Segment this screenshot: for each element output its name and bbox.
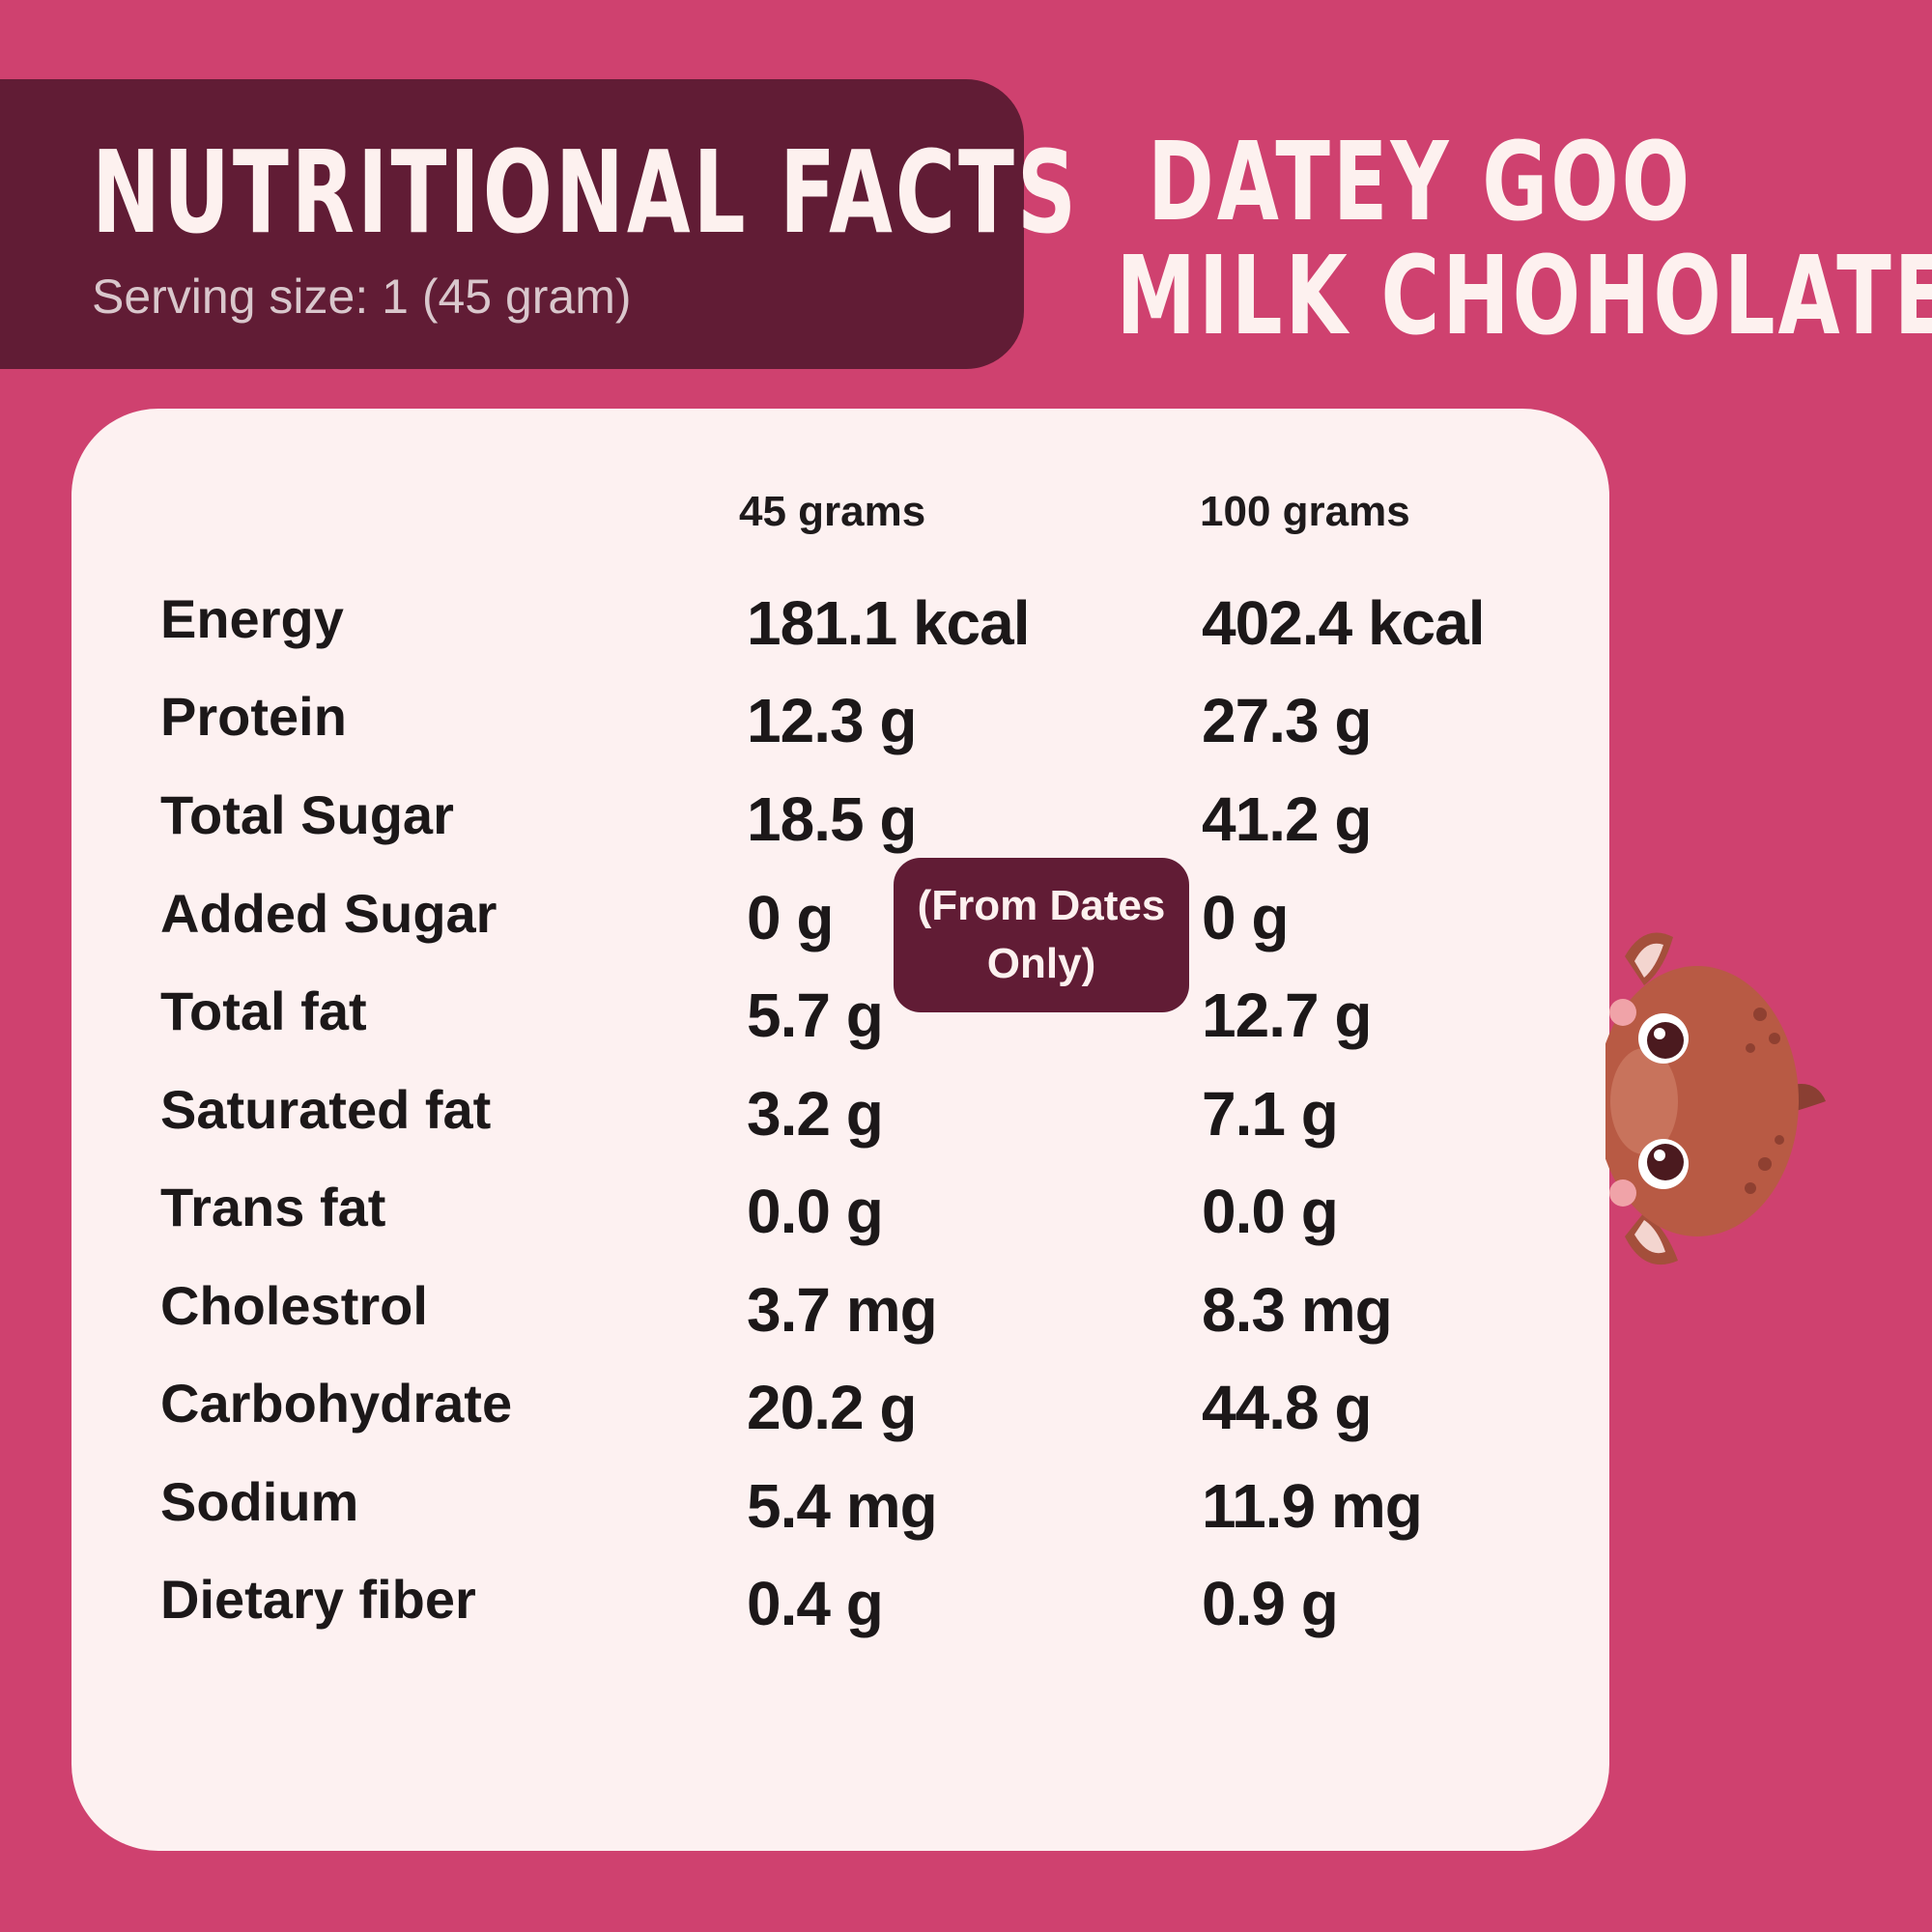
badge-line1: (From Dates — [917, 882, 1166, 929]
value-45g: 20.2 g — [747, 1373, 917, 1442]
nutrition-card — [71, 409, 1609, 1851]
header-panel — [0, 79, 1024, 369]
value-100g: 41.2 g — [1202, 784, 1372, 854]
value-45g: 5.4 mg — [747, 1471, 938, 1541]
value-100g: 7.1 g — [1202, 1079, 1339, 1149]
value-100g: 27.3 g — [1202, 686, 1372, 755]
column-header-100g: 100 grams — [1200, 488, 1410, 535]
product-name: DATEY GOO MILK CHOHOLATE — [1009, 120, 1932, 359]
table-row: Protein 12.3 g 27.3 g — [0, 685, 1546, 762]
badge-line2: Only) — [986, 940, 1096, 987]
value-45g: 12.3 g — [747, 686, 917, 755]
table-row: Added Sugar 0 g 0 g — [0, 882, 1546, 959]
nutrient-label: Sodium — [160, 1471, 359, 1532]
nutrient-label: Added Sugar — [160, 883, 497, 944]
value-100g: 8.3 mg — [1202, 1275, 1393, 1345]
value-45g: 0.0 g — [747, 1177, 884, 1246]
value-45g: 0 g — [747, 883, 834, 952]
table-row: Trans fat 0.0 g 0.0 g — [0, 1176, 1546, 1253]
value-45g: 5.7 g — [747, 980, 884, 1050]
value-100g: 11.9 mg — [1202, 1471, 1423, 1541]
nutrient-label: Protein — [160, 686, 347, 747]
value-100g: 0.9 g — [1202, 1569, 1339, 1638]
table-row: Saturated fat 3.2 g 7.1 g — [0, 1078, 1546, 1155]
value-45g: 18.5 g — [747, 784, 917, 854]
value-100g: 0.0 g — [1202, 1177, 1339, 1246]
nutrient-label: Total Sugar — [160, 784, 454, 845]
cartoon-calf-mascot-icon — [1605, 932, 1826, 1265]
serving-size: Serving size: 1 (45 gram) — [92, 270, 632, 324]
nutrient-label: Total fat — [160, 980, 367, 1041]
table-row: Dietary fiber 0.4 g 0.9 g — [0, 1568, 1546, 1645]
value-100g: 12.7 g — [1202, 980, 1372, 1050]
table-row: Cholestrol 3.7 mg 8.3 mg — [0, 1274, 1546, 1351]
nutrient-label: Cholestrol — [160, 1275, 428, 1336]
value-45g: 3.7 mg — [747, 1275, 938, 1345]
product-name-line1: DATEY GOO — [1147, 120, 1693, 245]
table-row: Total Sugar 18.5 g 41.2 g — [0, 783, 1546, 861]
table-row: Energy 181.1 kcal 402.4 kcal — [0, 587, 1546, 665]
value-45g: 3.2 g — [747, 1079, 884, 1149]
nutrient-label: Trans fat — [160, 1177, 386, 1237]
value-45g: 0.4 g — [747, 1569, 884, 1638]
column-header-45g: 45 grams — [739, 488, 926, 535]
nutrient-label: Dietary fiber — [160, 1569, 476, 1630]
value-45g: 181.1 kcal — [747, 588, 1030, 658]
nutrient-label: Carbohydrate — [160, 1373, 513, 1434]
table-row: Sodium 5.4 mg 11.9 mg — [0, 1470, 1546, 1548]
table-row: Total fat 5.7 g 12.7 g — [0, 980, 1546, 1057]
nutrient-label: Energy — [160, 588, 344, 649]
value-100g: 44.8 g — [1202, 1373, 1372, 1442]
product-name-line2: MILK CHOHOLATE — [1116, 234, 1932, 359]
nutrient-label: Saturated fat — [160, 1079, 492, 1140]
table-row: Carbohydrate 20.2 g 44.8 g — [0, 1372, 1546, 1449]
page-title: NUTRITIONAL FACTS — [92, 126, 1079, 259]
value-100g: 402.4 kcal — [1202, 588, 1485, 658]
value-100g: 0 g — [1202, 883, 1289, 952]
from-dates-badge: (From Dates Only) — [894, 858, 1189, 1012]
